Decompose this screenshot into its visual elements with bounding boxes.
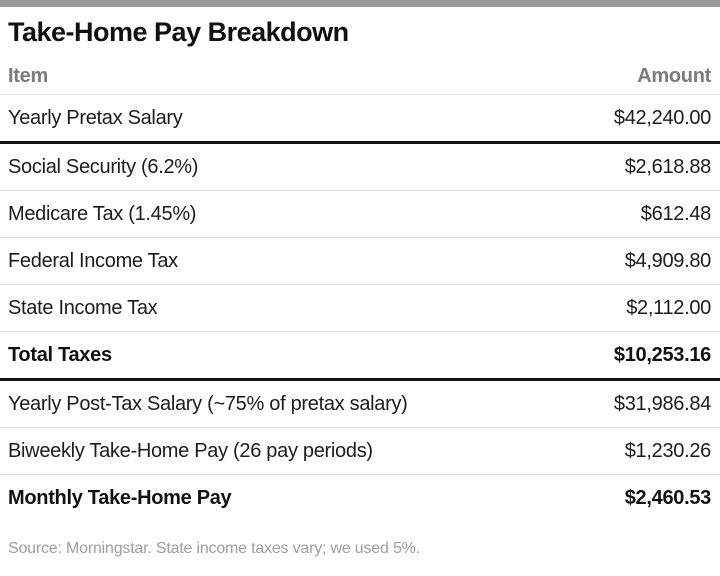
page-title: Take-Home Pay Breakdown (8, 17, 349, 47)
top-rule-bar (0, 0, 720, 7)
row-item-label: Biweekly Take-Home Pay (26 pay periods) (8, 439, 373, 462)
row-item-label: Social Security (6.2%) (8, 155, 199, 178)
table-row: Medicare Tax (1.45%) $612.48 (0, 191, 720, 238)
source-footnote: Source: Morningstar. State income taxes … (8, 540, 420, 557)
table-row: Federal Income Tax $4,909.80 (0, 238, 720, 285)
row-amount-value: $10,253.16 (613, 343, 711, 366)
row-amount-value: $31,986.84 (613, 392, 711, 415)
row-amount-value: $612.48 (640, 202, 712, 225)
table-row: State Income Tax $2,112.00 (0, 285, 720, 332)
table-row-monthly-take-home: Monthly Take-Home Pay $2,460.53 (0, 475, 720, 522)
row-amount-value: $42,240.00 (613, 106, 711, 129)
row-amount-value: $2,618.88 (624, 155, 712, 178)
row-item-label: State Income Tax (8, 296, 158, 319)
table-header-row: Item Amount (0, 58, 720, 95)
row-item-label: Medicare Tax (1.45%) (8, 202, 197, 225)
take-home-pay-table: Item Amount Yearly Pretax Salary $42,240… (0, 58, 720, 522)
table-row: Social Security (6.2%) $2,618.88 (0, 144, 720, 191)
row-item-label: Federal Income Tax (8, 249, 178, 272)
row-amount-value: $1,230.26 (624, 439, 712, 462)
header-item-label: Item (8, 64, 48, 87)
row-item-label: Total Taxes (8, 343, 112, 366)
row-amount-value: $4,909.80 (624, 249, 712, 272)
table-row: Yearly Pretax Salary $42,240.00 (0, 95, 720, 144)
row-amount-value: $2,460.53 (624, 487, 712, 509)
row-item-label: Yearly Post-Tax Salary (~75% of pretax s… (8, 392, 408, 415)
header-amount-label: Amount (637, 64, 711, 87)
row-item-label: Monthly Take-Home Pay (8, 487, 232, 509)
table-row: Biweekly Take-Home Pay (26 pay periods) … (0, 428, 720, 475)
row-amount-value: $2,112.00 (626, 296, 711, 319)
row-item-label: Yearly Pretax Salary (8, 106, 183, 129)
table-row-total-taxes: Total Taxes $10,253.16 (0, 332, 720, 381)
table-row: Yearly Post-Tax Salary (~75% of pretax s… (0, 381, 720, 428)
